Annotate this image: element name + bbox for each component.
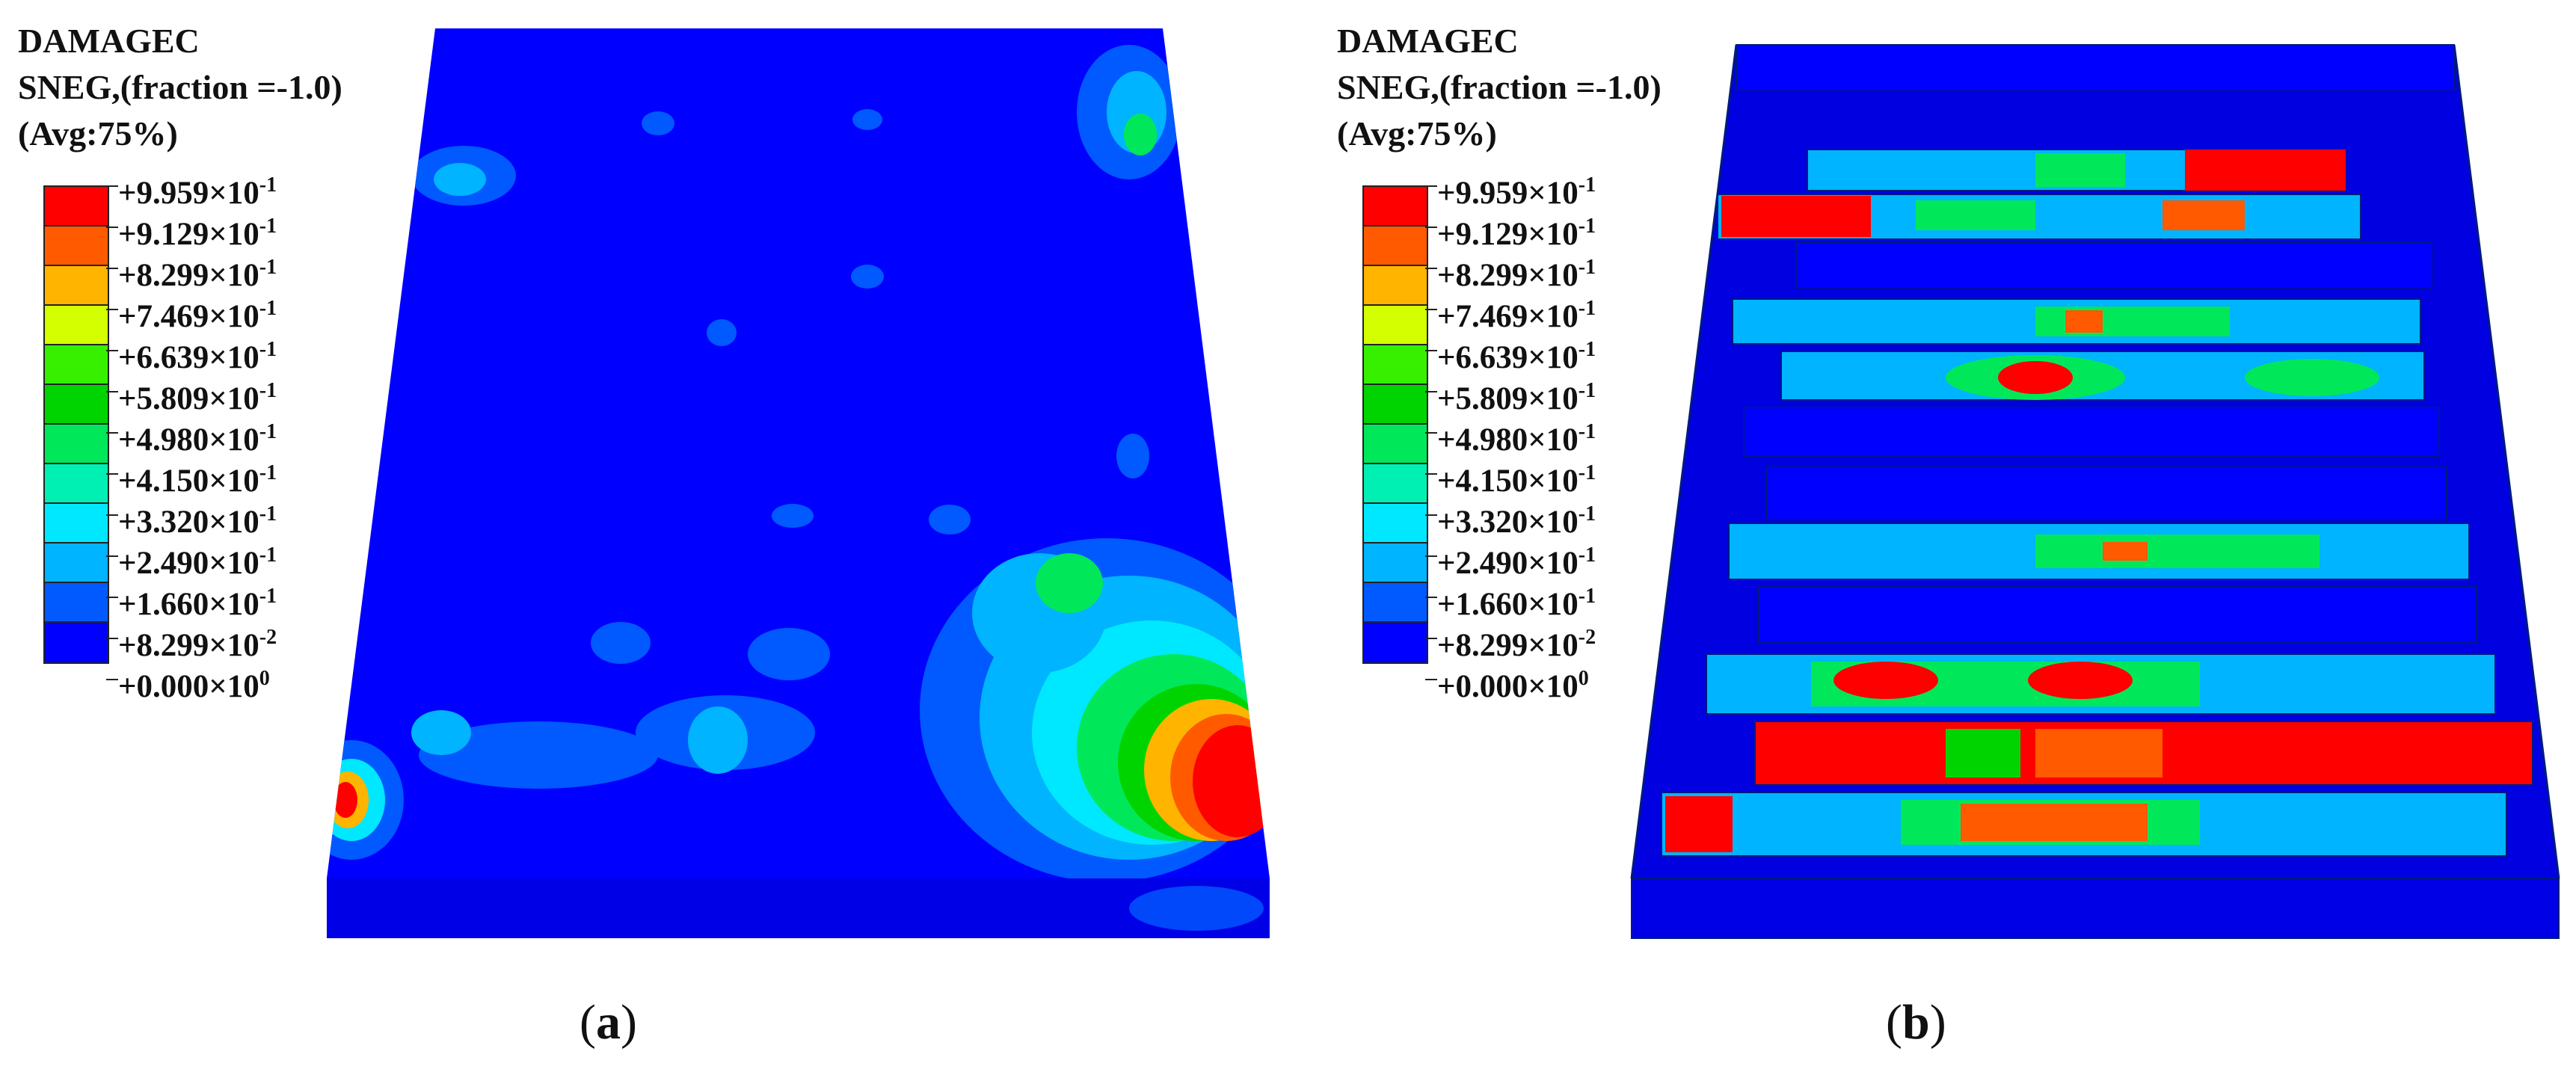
color-bar — [1362, 185, 1428, 664]
legend-tick-label: +6.639×10-1 — [1437, 338, 1596, 375]
legend-swatch — [45, 187, 108, 227]
legend-tick-label: +6.639×10-1 — [118, 338, 277, 375]
damage-contours — [327, 45, 1270, 878]
legend-tick-mark — [106, 473, 118, 475]
legend-tick-mark — [106, 597, 118, 598]
legend-tick-mark — [106, 432, 118, 434]
legend-tick-label: +5.809×10-1 — [118, 379, 277, 416]
legend-swatch — [45, 227, 108, 266]
legend-swatch — [1364, 504, 1427, 543]
legend-tick-label: +1.660×10-1 — [1437, 585, 1596, 622]
legend-tick-label: +4.150×10-1 — [118, 461, 277, 499]
color-bar — [43, 185, 109, 664]
legend-tick-mark — [1425, 350, 1437, 351]
legend-swatch — [1364, 425, 1427, 464]
caption-b: (b) — [1886, 995, 1946, 1050]
legend-tick-label: +8.299×10-1 — [1437, 256, 1596, 293]
legend-title-line1: DAMAGEC — [1337, 22, 1519, 60]
legend-swatch — [1364, 187, 1427, 227]
legend-title-line1: DAMAGEC — [18, 22, 200, 60]
legend-tick-mark — [106, 309, 118, 310]
legend-swatch — [45, 543, 108, 583]
legend-tick-label: +7.469×10-1 — [1437, 297, 1596, 334]
legend-tick-mark — [1425, 555, 1437, 557]
legend-swatch — [45, 306, 108, 345]
legend-tick-mark — [1425, 309, 1437, 310]
legend-tick-label: +3.320×10-1 — [1437, 502, 1596, 540]
legend-title-line2: SNEG,(fraction =-1.0) — [18, 68, 342, 106]
legend-tick-label: +1.660×10-1 — [118, 585, 277, 622]
legend-swatch — [1364, 623, 1427, 662]
legend-tick-mark — [106, 679, 118, 680]
legend-tick-label: +2.490×10-1 — [1437, 543, 1596, 581]
legend-tick-mark — [1425, 597, 1437, 598]
legend-swatch — [1364, 583, 1427, 623]
legend-tick-label: +9.959×10-1 — [118, 173, 277, 211]
legend-tick-label: +8.299×10-2 — [1437, 626, 1596, 663]
legend-tick-mark — [1425, 679, 1437, 680]
legend-tick-label: +0.000×100 — [118, 667, 270, 704]
wall-contour-b — [1630, 44, 2560, 939]
legend-swatch — [45, 425, 108, 464]
legend-tick-label: +8.299×10-2 — [118, 626, 277, 663]
legend-title-line3: (Avg:75%) — [1337, 114, 1497, 153]
legend-tick-mark — [106, 391, 118, 392]
legend-tick-label: +8.299×10-1 — [118, 256, 277, 293]
legend-tick-mark — [1425, 185, 1437, 187]
legend-a: DAMAGEC SNEG,(fraction =-1.0) (Avg:75%) … — [13, 22, 402, 703]
slab-front-face — [327, 878, 1270, 938]
legend-tick-label: +3.320×10-1 — [118, 502, 277, 540]
legend-tick-label: +4.980×10-1 — [118, 420, 277, 458]
legend-tick-mark — [106, 555, 118, 557]
legend-tick-label: +0.000×100 — [1437, 667, 1589, 704]
legend-swatch — [45, 345, 108, 385]
legend-swatch — [45, 583, 108, 623]
legend-tick-label: +9.129×10-1 — [118, 215, 277, 252]
legend-tick-mark — [1425, 391, 1437, 392]
legend-tick-label: +2.490×10-1 — [118, 543, 277, 581]
legend-title-line2: SNEG,(fraction =-1.0) — [1337, 68, 1662, 106]
legend-swatch — [45, 504, 108, 543]
legend-tick-mark — [106, 350, 118, 351]
legend-tick-mark — [106, 638, 118, 639]
legend-tick-label: +7.469×10-1 — [118, 297, 277, 334]
legend-swatch — [1364, 345, 1427, 385]
legend-swatch — [45, 464, 108, 504]
legend-tick-label: +9.959×10-1 — [1437, 173, 1596, 211]
legend-swatch — [1364, 543, 1427, 583]
panel-a: DAMAGEC SNEG,(fraction =-1.0) (Avg:75%) … — [13, 22, 1270, 1050]
legend-tick-mark — [106, 227, 118, 228]
legend-tick-mark — [1425, 638, 1437, 639]
legend-tick-mark — [1425, 268, 1437, 269]
legend-tick-mark — [106, 268, 118, 269]
legend-swatch — [45, 266, 108, 306]
legend-swatch — [45, 623, 108, 662]
legend-swatch — [1364, 227, 1427, 266]
slab-contour-a — [327, 28, 1270, 938]
legend-tick-label: +4.980×10-1 — [1437, 420, 1596, 458]
caption-a: (a) — [580, 995, 637, 1050]
legend-swatch — [1364, 464, 1427, 504]
legend-tick-mark — [1425, 514, 1437, 516]
wall-strips — [1661, 149, 2533, 857]
legend-swatch — [1364, 266, 1427, 306]
legend-tick-mark — [106, 514, 118, 516]
legend-tick-mark — [1425, 473, 1437, 475]
legend-tick-mark — [1425, 227, 1437, 228]
legend-tick-mark — [1425, 432, 1437, 434]
legend-title-line3: (Avg:75%) — [18, 114, 178, 153]
legend-tick-label: +4.150×10-1 — [1437, 461, 1596, 499]
legend-tick-label: +9.129×10-1 — [1437, 215, 1596, 252]
legend-b: DAMAGEC SNEG,(fraction =-1.0) (Avg:75%) … — [1332, 22, 1721, 703]
legend-tick-label: +5.809×10-1 — [1437, 379, 1596, 416]
legend-swatch — [1364, 306, 1427, 345]
legend-swatch — [45, 385, 108, 425]
panel-b: DAMAGEC SNEG,(fraction =-1.0) (Avg:75%) … — [1288, 0, 2576, 1084]
legend-tick-mark — [106, 185, 118, 187]
legend-swatch — [1364, 385, 1427, 425]
